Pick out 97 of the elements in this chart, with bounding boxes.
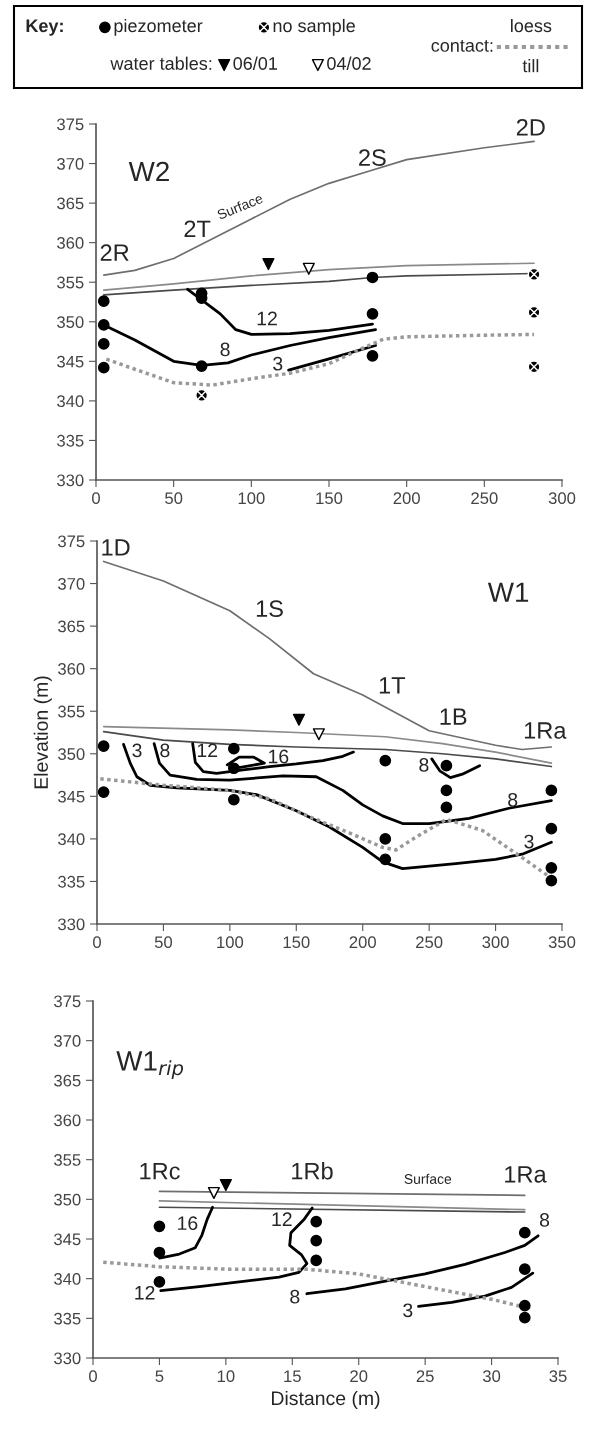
y-tick-label: 365 bbox=[57, 197, 84, 210]
annotation: 3 bbox=[273, 356, 283, 371]
x-tick-label: 50 bbox=[154, 936, 173, 949]
y-tick-label: 375 bbox=[54, 995, 81, 1008]
y-tick-label: 355 bbox=[54, 1154, 81, 1166]
x-tick-label: 0 bbox=[92, 492, 100, 505]
legend-label: no sample bbox=[273, 18, 355, 36]
x-tick-label: 0 bbox=[89, 1370, 97, 1383]
y-tick-label: 360 bbox=[54, 1114, 81, 1127]
y-tick-label: 345 bbox=[57, 355, 84, 368]
y-tick-label: 355 bbox=[58, 705, 85, 718]
x-axis-title: Distance (m) bbox=[272, 1390, 380, 1410]
y-tick-label: 340 bbox=[57, 395, 84, 408]
y-tick-label: 345 bbox=[58, 790, 85, 803]
annotation: 1Rb bbox=[292, 1162, 333, 1180]
annotation: 8 bbox=[290, 1289, 300, 1304]
annotation: 8 bbox=[508, 792, 518, 807]
y-tick-label: 335 bbox=[57, 434, 84, 447]
text: water tables: bbox=[110, 56, 212, 70]
x-tick-label: 0 bbox=[93, 936, 101, 949]
annotation: 2T bbox=[184, 220, 211, 237]
x-tick-label: 50 bbox=[165, 492, 183, 505]
text: W1$_{rip}$ bbox=[116, 1051, 184, 1080]
y-tick-label: 370 bbox=[58, 577, 85, 590]
x-tick-label: 350 bbox=[548, 936, 576, 949]
y-tick-label: 335 bbox=[54, 1312, 81, 1325]
y-tick-label: 345 bbox=[54, 1233, 81, 1246]
y-tick-label: 330 bbox=[58, 918, 85, 931]
y-tick-label: 375 bbox=[57, 118, 84, 131]
y-tick-label: 340 bbox=[54, 1273, 81, 1285]
text: till bbox=[522, 59, 539, 73]
text: W1 bbox=[487, 582, 529, 602]
y-tick-label: 375 bbox=[58, 535, 85, 548]
y-tick-label: 355 bbox=[57, 276, 84, 289]
legend-title: Key: bbox=[26, 19, 63, 36]
x-tick-label: 300 bbox=[548, 492, 576, 505]
annotation: 1S bbox=[256, 600, 283, 618]
annotation: 12 bbox=[135, 1285, 155, 1300]
annotation: 1B bbox=[440, 708, 467, 725]
text: W2 bbox=[128, 161, 169, 182]
annotation: 2D bbox=[516, 118, 545, 136]
y-tick-label: 365 bbox=[54, 1074, 81, 1087]
annotation: 2R bbox=[100, 244, 129, 261]
annotation: 12 bbox=[197, 743, 218, 758]
y-axis-title: Elevation (m) bbox=[33, 676, 52, 789]
y-tick-label: 350 bbox=[58, 748, 85, 760]
annotation: 3 bbox=[132, 743, 142, 758]
x-tick-label: 20 bbox=[350, 1370, 368, 1383]
x-tick-label: 30 bbox=[482, 1370, 501, 1383]
annotation: 2S bbox=[359, 149, 386, 166]
x-tick-label: 250 bbox=[416, 936, 443, 949]
x-tick-label: 35 bbox=[549, 1370, 567, 1383]
annotation: Surface bbox=[404, 1173, 452, 1184]
x-tick-label: 200 bbox=[349, 936, 376, 949]
annotation: 8 bbox=[160, 743, 170, 758]
y-tick-label: 340 bbox=[58, 833, 85, 846]
y-tick-label: 330 bbox=[54, 1352, 81, 1365]
legend-label: 04/02 bbox=[327, 56, 371, 70]
legend-label: piezometer bbox=[114, 18, 203, 36]
legend-label: 06/01 bbox=[233, 56, 277, 70]
x-tick-label: 10 bbox=[217, 1370, 235, 1383]
y-tick-label: 370 bbox=[57, 157, 84, 170]
annotation: 1Ra bbox=[524, 722, 567, 739]
text: loess bbox=[511, 18, 552, 33]
x-tick-label: 100 bbox=[217, 936, 244, 949]
x-tick-label: 5 bbox=[155, 1370, 164, 1383]
annotation: 16 bbox=[178, 1216, 198, 1231]
y-tick-label: 365 bbox=[58, 620, 85, 633]
annotation: 16 bbox=[269, 749, 289, 764]
annotation: 12 bbox=[257, 311, 277, 326]
y-tick-label: 350 bbox=[54, 1193, 81, 1206]
annotation: 1Rc bbox=[140, 1162, 180, 1180]
x-tick-label: 200 bbox=[393, 492, 420, 505]
annotation: Surface bbox=[216, 192, 264, 220]
x-tick-label: 25 bbox=[416, 1370, 434, 1383]
annotation: 8 bbox=[220, 342, 230, 357]
annotation: 8 bbox=[539, 1213, 550, 1227]
annotation: 1T bbox=[379, 677, 406, 694]
x-tick-label: 15 bbox=[284, 1370, 301, 1383]
annotation: 8 bbox=[419, 758, 429, 772]
annotation: 3 bbox=[403, 1303, 413, 1318]
x-tick-label: 300 bbox=[482, 936, 509, 949]
annotation: 1Ra bbox=[505, 1166, 547, 1183]
y-tick-label: 360 bbox=[58, 663, 85, 675]
y-tick-label: 370 bbox=[54, 1035, 81, 1047]
x-tick-label: 150 bbox=[283, 936, 310, 949]
annotation: 12 bbox=[272, 1212, 292, 1226]
text: contact: bbox=[431, 40, 493, 52]
y-tick-label: 335 bbox=[58, 875, 85, 888]
x-tick-label: 150 bbox=[316, 492, 343, 505]
y-tick-label: 360 bbox=[57, 237, 84, 249]
x-tick-label: 100 bbox=[238, 492, 265, 505]
x-tick-label: 250 bbox=[471, 492, 498, 505]
y-tick-label: 330 bbox=[57, 474, 84, 487]
annotation: 3 bbox=[524, 834, 534, 849]
annotation: 1D bbox=[102, 539, 130, 556]
y-tick-label: 350 bbox=[57, 316, 84, 328]
